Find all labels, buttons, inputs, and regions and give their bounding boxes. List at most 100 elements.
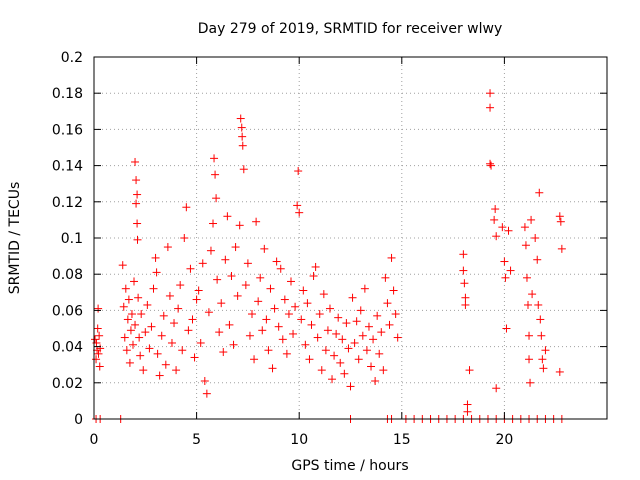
data-point — [95, 331, 104, 340]
y-tick-label: 0.18 — [52, 86, 83, 102]
data-point — [332, 329, 341, 338]
data-point — [286, 277, 295, 286]
data-point — [305, 355, 314, 364]
data-point — [180, 234, 189, 242]
data-point — [381, 273, 390, 282]
axis-ticks: 0 0.02 0.04 0.06 0.08 0.1 0.12 0.14 0.16 0.18 0.2 0… — [52, 50, 607, 448]
data-point — [528, 290, 537, 299]
data-point — [132, 199, 141, 208]
data-point — [387, 253, 396, 262]
data-point — [501, 273, 510, 282]
data-point — [94, 349, 103, 358]
data-point — [210, 154, 219, 163]
data-point — [360, 284, 369, 293]
data-point — [132, 176, 141, 185]
data-point — [459, 250, 468, 259]
data-point — [459, 266, 468, 275]
data-point — [121, 284, 130, 293]
data-point — [204, 308, 213, 317]
data-point — [323, 326, 332, 335]
data-point — [373, 311, 382, 320]
data-point — [303, 299, 312, 308]
data-point — [556, 217, 565, 226]
data-point — [128, 340, 137, 349]
data-point — [282, 349, 291, 358]
data-point — [313, 333, 322, 342]
data-point — [211, 170, 220, 179]
data-point — [535, 188, 544, 197]
data-point — [537, 331, 546, 340]
data-point — [229, 340, 238, 349]
data-point — [348, 293, 357, 302]
data-point — [539, 364, 548, 373]
data-point — [486, 103, 495, 112]
data-point — [491, 205, 500, 214]
data-point — [194, 286, 203, 295]
data-point — [91, 335, 100, 344]
data-point — [358, 331, 367, 340]
y-tick-label: 0.16 — [52, 122, 83, 138]
data-point — [291, 302, 300, 311]
data-point — [258, 326, 267, 335]
data-point — [522, 273, 531, 282]
data-point — [526, 378, 535, 387]
x-tick-label: 0 — [90, 432, 99, 448]
data-point — [260, 244, 269, 253]
data-point — [170, 319, 179, 328]
data-point — [492, 384, 501, 393]
data-point — [238, 141, 247, 150]
data-point — [248, 310, 257, 319]
data-point — [172, 366, 181, 375]
y-tick-label: 0.06 — [52, 303, 83, 319]
data-point — [321, 346, 330, 355]
y-tick-label: 0.02 — [52, 376, 83, 392]
data-point — [317, 366, 326, 375]
data-point — [525, 355, 534, 364]
data-point — [393, 333, 402, 342]
data-point — [252, 217, 261, 226]
data-point — [151, 253, 160, 262]
y-tick-label: 0.14 — [52, 159, 83, 175]
data-point — [371, 376, 380, 385]
data-point — [284, 310, 293, 319]
data-point — [350, 338, 359, 347]
data-point — [344, 344, 353, 353]
data-point — [362, 346, 371, 355]
grid-lines — [94, 57, 607, 419]
data-point — [163, 243, 172, 252]
data-point — [487, 161, 496, 170]
data-point — [498, 223, 507, 232]
data-point — [461, 293, 470, 302]
data-point — [182, 203, 191, 212]
data-point — [215, 328, 224, 337]
data-point — [120, 333, 129, 342]
y-tick-label: 0.12 — [52, 195, 83, 211]
data-point — [521, 241, 530, 250]
data-point — [555, 367, 564, 376]
data-point — [188, 315, 197, 324]
data-point — [92, 355, 101, 364]
y-tick-label: 0.1 — [61, 231, 83, 247]
data-point — [237, 123, 246, 132]
data-point — [315, 310, 324, 319]
chart-title: Day 279 of 2019, SRMTID for receiver wlw… — [198, 21, 503, 37]
data-point — [96, 344, 105, 353]
data-point — [272, 257, 281, 266]
x-tick-label: 20 — [495, 432, 513, 448]
x-axis-label: GPS time / hours — [291, 458, 408, 474]
data-point — [190, 353, 199, 362]
data-point — [233, 291, 242, 300]
data-points — [91, 89, 566, 423]
data-point — [94, 304, 103, 313]
data-point — [133, 190, 142, 199]
data-point — [334, 313, 343, 322]
data-point — [389, 286, 398, 295]
data-point — [385, 320, 394, 329]
data-point — [167, 338, 176, 347]
data-point — [184, 326, 193, 335]
data-point — [250, 355, 259, 364]
data-point — [463, 400, 472, 409]
data-point — [557, 244, 566, 253]
data-point — [307, 320, 316, 329]
data-point — [500, 257, 509, 266]
